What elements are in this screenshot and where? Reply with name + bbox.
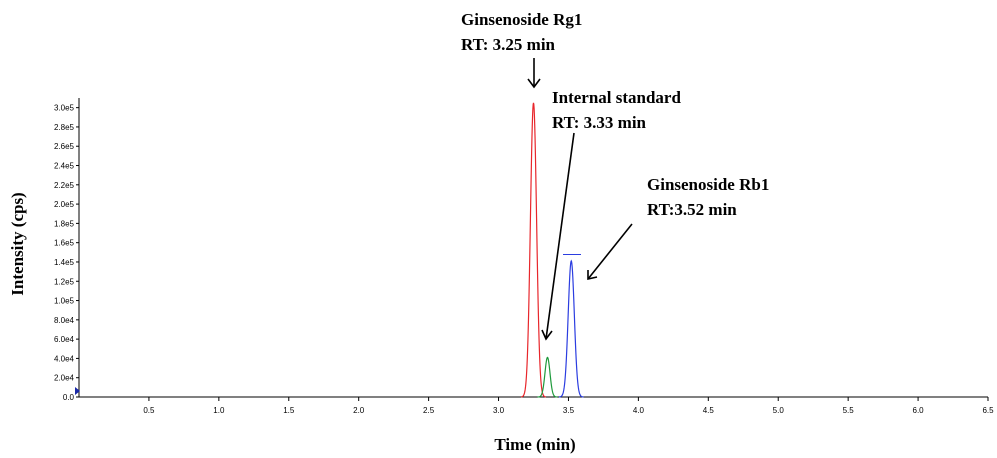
y-tick-label: 2.2e5 xyxy=(54,181,75,190)
x-tick-label: 4.0 xyxy=(633,406,645,415)
x-tick-label: 6.0 xyxy=(913,406,925,415)
y-tick-label: 3.0e5 xyxy=(54,104,75,113)
x-tick-label: 2.5 xyxy=(423,406,435,415)
x-tick-label: 1.5 xyxy=(283,406,295,415)
x-tick-label: 1.0 xyxy=(213,406,225,415)
y-axis-title: Intensity (cps) xyxy=(8,192,27,295)
x-axis-title: Time (min) xyxy=(494,435,575,454)
series-internal-standard-peak xyxy=(537,356,558,398)
annotation-rb1-name: Ginsenoside Rb1 xyxy=(647,175,769,194)
y-axis-ticks: 0.0 2.0e4 4.0e4 6.0e4 8.0e4 1.0e5 1.2e5 1.4e5 1.… xyxy=(54,104,79,402)
x-tick-label: 5.5 xyxy=(843,406,855,415)
series-group xyxy=(521,102,584,398)
y-tick-label: 2.6e5 xyxy=(54,142,75,151)
arrow-rg1 xyxy=(527,58,541,89)
x-tick-label: 3.5 xyxy=(563,406,575,415)
y-tick-label: 2.8e5 xyxy=(54,123,75,132)
annotation-rg1-rt: RT: 3.25 min xyxy=(461,35,556,54)
y-tick-label: 2.0e5 xyxy=(54,200,75,209)
x-tick-label: 6.5 xyxy=(982,406,994,415)
annotation-is-name: Internal standard xyxy=(552,88,681,107)
annotation-rb1: Ginsenoside Rb1 RT:3.52 min xyxy=(587,175,769,280)
y-tick-label: 1.2e5 xyxy=(54,277,75,286)
arrow-internal-standard xyxy=(541,132,575,341)
origin-marker xyxy=(75,387,80,395)
annotation-rg1: Ginsenoside Rg1 RT: 3.25 min xyxy=(461,10,582,89)
arrow-rb1 xyxy=(587,223,633,280)
series-rb1-peak xyxy=(558,259,584,398)
annotation-rb1-rt: RT:3.52 min xyxy=(647,200,737,219)
y-tick-label: 2.0e4 xyxy=(54,374,75,383)
y-tick-label: 2.4e5 xyxy=(54,162,75,171)
y-tick-label: 8.0e4 xyxy=(54,316,75,325)
y-tick-label: 1.0e5 xyxy=(54,297,75,306)
annotation-is-rt: RT: 3.33 min xyxy=(552,113,647,132)
x-tick-label: 0.5 xyxy=(143,406,155,415)
series-rg1-peak xyxy=(521,102,546,398)
x-tick-label: 3.0 xyxy=(493,406,505,415)
x-tick-label: 5.0 xyxy=(773,406,785,415)
x-axis-ticks: 0.5 1.0 1.5 2.0 2.5 3.0 3.5 4.0 4.5 5.0 5.5 6.0 6.5 xyxy=(143,397,994,415)
annotation-internal-standard: Internal standard RT: 3.33 min xyxy=(541,88,681,341)
y-tick-label: 1.6e5 xyxy=(54,239,75,248)
x-tick-label: 4.5 xyxy=(703,406,715,415)
annotation-rg1-name: Ginsenoside Rg1 xyxy=(461,10,582,29)
y-tick-label: 0.0 xyxy=(63,393,75,402)
y-tick-label: 1.4e5 xyxy=(54,258,75,267)
y-tick-label: 1.8e5 xyxy=(54,219,75,228)
y-tick-label: 4.0e4 xyxy=(54,354,75,363)
x-tick-label: 2.0 xyxy=(353,406,365,415)
y-tick-label: 6.0e4 xyxy=(54,335,75,344)
